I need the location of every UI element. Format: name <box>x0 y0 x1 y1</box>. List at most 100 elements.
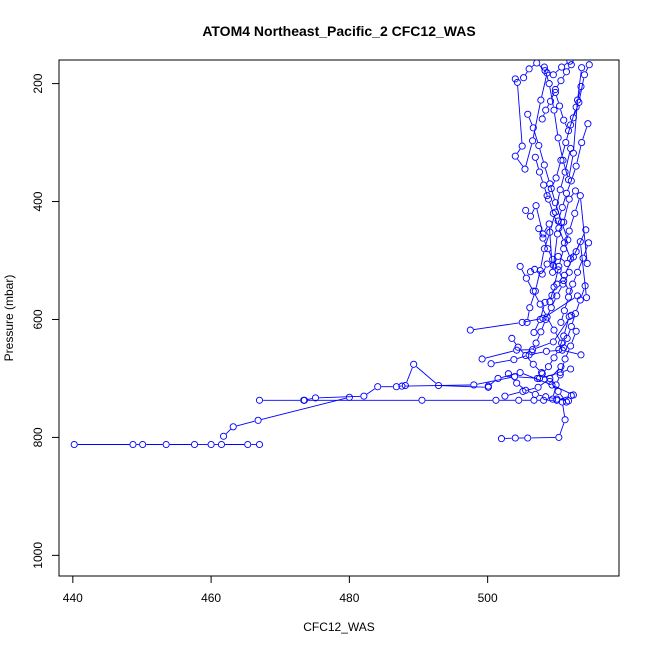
series-segment <box>550 215 555 229</box>
series-segment <box>501 373 517 378</box>
series-segment <box>545 235 550 246</box>
series-segment <box>552 237 558 269</box>
data-point <box>466 326 474 334</box>
data-point <box>70 440 78 449</box>
series-segment <box>573 275 577 281</box>
data-point <box>561 416 569 424</box>
data-point <box>129 440 137 449</box>
series-segment <box>538 394 543 397</box>
data-point <box>543 192 551 200</box>
series-segment <box>554 216 559 225</box>
data-point <box>533 374 541 382</box>
series-segment <box>585 67 589 72</box>
series-segment <box>562 405 565 417</box>
series-segment <box>543 113 545 116</box>
data-point <box>311 394 320 402</box>
series-segment <box>513 341 517 345</box>
data-point <box>398 382 406 390</box>
series-segment <box>540 252 545 268</box>
data-point <box>418 396 426 404</box>
series-4 <box>300 391 575 404</box>
data-point <box>558 63 566 71</box>
series-segment <box>540 380 548 386</box>
data-point <box>569 149 577 157</box>
data-point <box>492 396 500 404</box>
series-segment <box>560 175 565 187</box>
series-segment <box>539 65 543 69</box>
y-tick-label: 1000 <box>31 542 45 569</box>
data-point <box>513 78 521 86</box>
series-segment <box>551 92 555 99</box>
data-point <box>528 348 536 356</box>
series-segment <box>559 231 564 240</box>
data-point <box>538 270 546 278</box>
series-segment <box>562 196 566 205</box>
data-point <box>549 395 557 403</box>
series-segment <box>530 294 535 305</box>
data-point <box>190 440 199 449</box>
series-segment <box>549 202 553 211</box>
data-point <box>565 268 573 276</box>
series-27 <box>520 60 574 82</box>
y-tick-label: 400 <box>31 191 45 211</box>
data-point <box>558 339 566 347</box>
series-segment <box>510 376 515 381</box>
series-segment <box>571 193 574 197</box>
series-segment <box>563 369 568 372</box>
series-segment <box>565 350 578 355</box>
data-point <box>542 106 550 114</box>
data-point <box>550 283 558 291</box>
series-segment <box>571 110 576 122</box>
series-32 <box>535 225 573 295</box>
data-point <box>360 392 368 400</box>
series-segment <box>564 234 569 246</box>
series-segment <box>556 163 561 175</box>
data-point <box>524 110 532 118</box>
series-segment <box>533 346 535 349</box>
data-point <box>559 280 567 288</box>
data-point <box>535 168 544 176</box>
data-point <box>522 206 530 214</box>
data-point <box>254 416 262 424</box>
data-point <box>566 60 574 65</box>
series-33 <box>516 262 566 347</box>
series-segment <box>544 226 548 232</box>
x-axis: 440 460 480 500 <box>63 575 498 605</box>
series-segment <box>563 163 568 177</box>
data-point <box>567 342 575 350</box>
data-point <box>560 307 568 315</box>
data-point <box>529 360 537 368</box>
series-segment <box>516 148 521 154</box>
series-segment <box>583 246 588 255</box>
y-axis: 200 400 600 800 1000 <box>31 73 60 569</box>
data-point <box>529 124 537 132</box>
series-segment <box>525 144 533 166</box>
series-segment <box>442 385 485 388</box>
data-point <box>536 266 544 275</box>
data-point <box>401 381 409 390</box>
data-point <box>536 300 544 308</box>
data-point <box>560 277 568 285</box>
series-segment <box>550 360 553 364</box>
data-point <box>518 142 526 150</box>
y-tick-label: 200 <box>31 73 45 93</box>
data-point <box>575 98 583 107</box>
series-segment <box>568 156 574 177</box>
series-segment <box>527 357 532 362</box>
series-segment <box>549 349 559 352</box>
series-segment <box>535 366 540 371</box>
data-point <box>551 85 559 94</box>
data-point <box>537 328 545 336</box>
series-segment <box>528 117 533 125</box>
data-point <box>544 245 552 253</box>
data-point <box>565 227 573 235</box>
series-segment <box>567 184 571 191</box>
data-point <box>524 434 532 442</box>
series-1 <box>70 440 264 449</box>
data-point <box>511 75 519 83</box>
data-point <box>532 339 540 347</box>
data-point <box>573 268 582 276</box>
series-segment <box>567 329 571 336</box>
series-segment <box>548 251 552 257</box>
